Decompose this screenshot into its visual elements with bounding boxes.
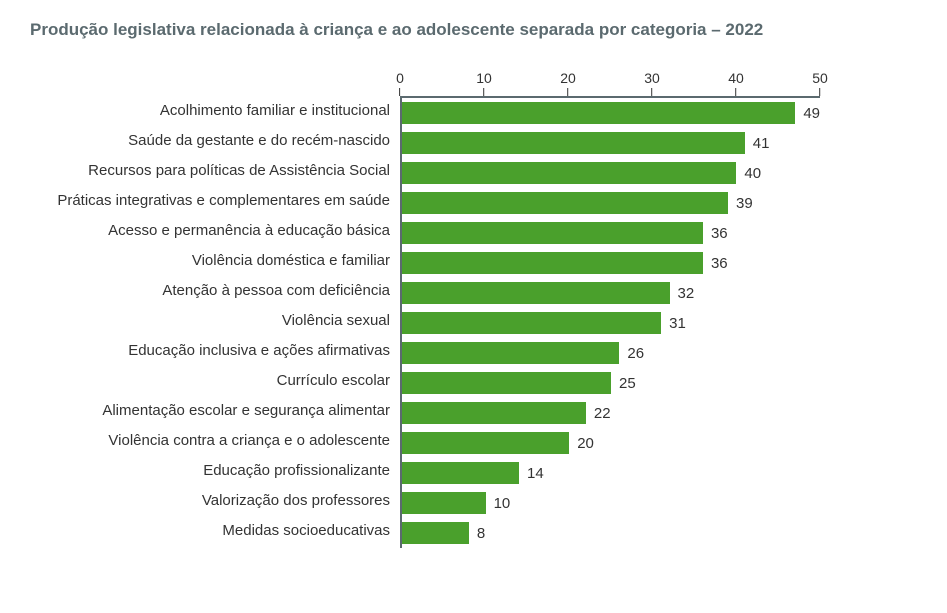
bar-value: 39: [736, 195, 753, 212]
bar: [402, 462, 519, 484]
bar: [402, 252, 703, 274]
x-tick-mark: [399, 88, 400, 96]
category-label: Educação profissionalizante: [30, 456, 400, 486]
x-tick-mark: [567, 88, 568, 96]
category-label: Alimentação escolar e segurança alimenta…: [30, 396, 400, 426]
bar-row: 32: [402, 278, 820, 308]
bar-row: 49: [402, 98, 820, 128]
bar-chart: 0 10 20 30 40 50 Acolhimento familiar e insti…: [30, 70, 917, 548]
category-label: Recursos para políticas de Assistência S…: [30, 156, 400, 186]
x-tick-label: 20: [560, 70, 576, 86]
bar-value: 36: [711, 225, 728, 242]
bar: [402, 282, 670, 304]
bar: [402, 432, 569, 454]
x-tick-label: 30: [644, 70, 660, 86]
x-tick: 50: [812, 70, 828, 96]
bar: [402, 372, 611, 394]
bar-row: 8: [402, 518, 820, 548]
bar-value: 26: [627, 345, 644, 362]
bar: [402, 312, 661, 334]
bar-row: 22: [402, 398, 820, 428]
bar: [402, 102, 795, 124]
bar: [402, 132, 745, 154]
x-tick: 10: [476, 70, 492, 96]
bar-value: 8: [477, 525, 485, 542]
x-tick: 40: [728, 70, 744, 96]
x-tick-mark: [819, 88, 820, 96]
x-axis: 01020304050: [400, 70, 820, 96]
chart-title: Produção legislativa relacionada à crian…: [30, 20, 917, 40]
bar: [402, 492, 486, 514]
category-label: Violência doméstica e familiar: [30, 246, 400, 276]
x-tick: 0: [396, 70, 404, 96]
category-label: Práticas integrativas e complementares e…: [30, 186, 400, 216]
bar-value: 14: [527, 465, 544, 482]
category-label: Violência sexual: [30, 306, 400, 336]
category-label: Educação inclusiva e ações afirmativas: [30, 336, 400, 366]
bar-row: 41: [402, 128, 820, 158]
bar: [402, 222, 703, 244]
bar-row: 10: [402, 488, 820, 518]
category-label: Currículo escolar: [30, 366, 400, 396]
category-label: Valorização dos professores: [30, 486, 400, 516]
bar-value: 25: [619, 375, 636, 392]
x-tick-label: 10: [476, 70, 492, 86]
bar-row: 39: [402, 188, 820, 218]
bar-value: 40: [744, 165, 761, 182]
bar-value: 32: [678, 285, 695, 302]
bar-value: 36: [711, 255, 728, 272]
bar-row: 26: [402, 338, 820, 368]
category-label: Acolhimento familiar e institucional: [30, 96, 400, 126]
chart-container: Produção legislativa relacionada à crian…: [0, 0, 947, 613]
bar-value: 20: [577, 435, 594, 452]
bar: [402, 402, 586, 424]
bar: [402, 522, 469, 544]
x-tick-label: 40: [728, 70, 744, 86]
bar-value: 41: [753, 135, 770, 152]
x-tick-mark: [483, 88, 484, 96]
bar-value: 49: [803, 105, 820, 122]
x-tick: 20: [560, 70, 576, 96]
x-tick: 30: [644, 70, 660, 96]
bar-value: 10: [494, 495, 511, 512]
x-tick-label: 0: [396, 70, 404, 86]
category-label: Medidas socioeducativas: [30, 516, 400, 546]
category-label: Violência contra a criança e o adolescen…: [30, 426, 400, 456]
bar: [402, 342, 619, 364]
category-label: Acesso e permanência à educação básica: [30, 216, 400, 246]
bar-row: 36: [402, 218, 820, 248]
bar-row: 25: [402, 368, 820, 398]
category-label: Atenção à pessoa com deficiência: [30, 276, 400, 306]
bar-row: 31: [402, 308, 820, 338]
category-labels: Acolhimento familiar e institucionalSaúd…: [30, 96, 400, 548]
bar-row: 40: [402, 158, 820, 188]
bar: [402, 192, 728, 214]
bar-row: 36: [402, 248, 820, 278]
category-label: Saúde da gestante e do recém-nascido: [30, 126, 400, 156]
bars-area: 49 41 40 39 36 36 32 31 26 25 2220 14 10 8: [400, 96, 820, 548]
x-tick-mark: [651, 88, 652, 96]
bar-value: 22: [594, 405, 611, 422]
x-tick-label: 50: [812, 70, 828, 86]
bar-value: 31: [669, 315, 686, 332]
bar: [402, 162, 736, 184]
bar-row: 20: [402, 428, 820, 458]
axis-spacer: [30, 70, 400, 96]
x-tick-mark: [735, 88, 736, 96]
bar-row: 14: [402, 458, 820, 488]
